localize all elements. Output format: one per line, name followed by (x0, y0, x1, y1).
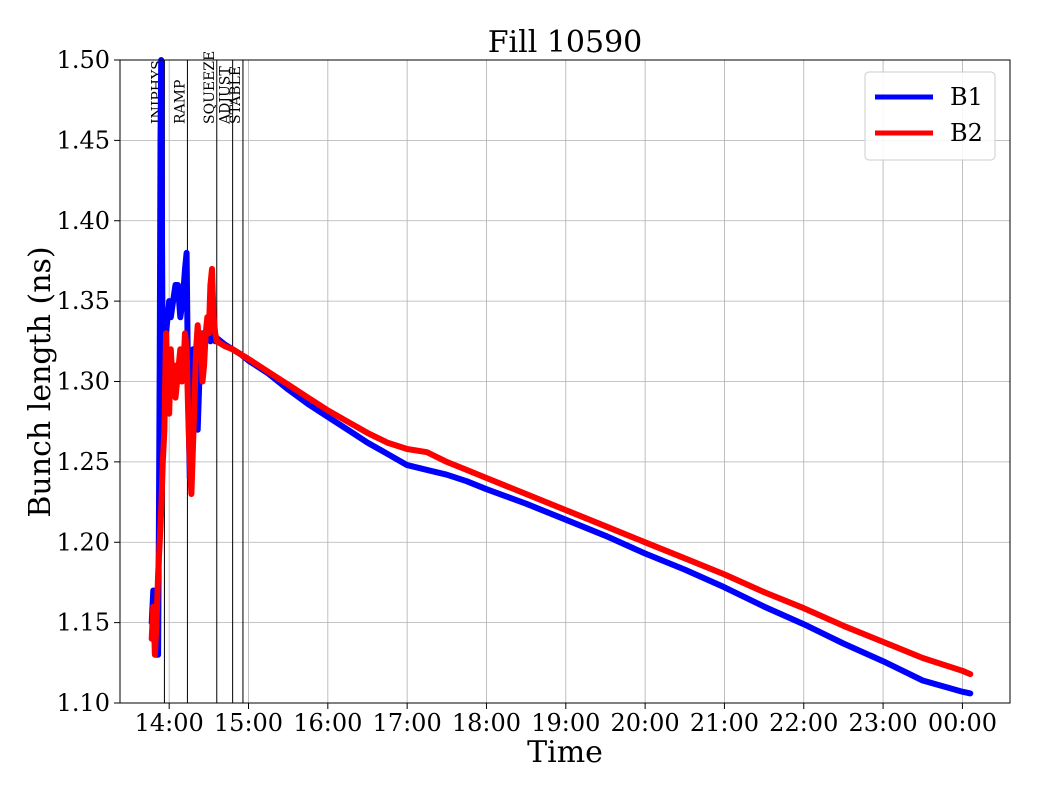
axis-ticks: 14:00 15:00 16:00 17:00 18:00 19:00 20:00 21:00… (57, 46, 997, 737)
series-lines (148, 57, 974, 697)
y-tick-label: 1.50 (57, 46, 110, 74)
x-tick-label: 14:00 (135, 709, 204, 737)
x-tick-label: 23:00 (848, 709, 917, 737)
x-axis-label: Time (527, 735, 603, 770)
legend-box (864, 71, 996, 161)
phase-label: RAMP (172, 80, 188, 124)
y-tick-label: 1.25 (57, 448, 110, 476)
x-tick-label: 00:00 (928, 709, 997, 737)
legend-label: B1 (950, 83, 983, 111)
y-tick-label: 1.20 (57, 528, 110, 556)
x-tick-label: 21:00 (690, 709, 759, 737)
chart-title: Fill 10590 (488, 25, 643, 60)
legend-label: B2 (950, 119, 983, 147)
series-line-b2 (148, 266, 974, 678)
x-tick-label: 15:00 (214, 709, 283, 737)
x-tick-label: 20:00 (611, 709, 680, 737)
y-tick-label: 1.30 (57, 368, 110, 396)
x-tick-label: 22:00 (769, 709, 838, 737)
phase-label: SQUEEZE (202, 51, 218, 124)
x-tick-label: 17:00 (373, 709, 442, 737)
y-tick-label: 1.35 (57, 287, 110, 315)
y-tick-label: 1.45 (57, 126, 110, 154)
y-tick-label: 1.10 (57, 689, 110, 717)
y-tick-label: 1.15 (57, 609, 110, 637)
y-axis-label: Bunch length (ns) (23, 246, 58, 517)
x-tick-label: 18:00 (452, 709, 521, 737)
phase-label: ADJUST (218, 66, 234, 125)
y-tick-label: 1.40 (57, 207, 110, 235)
phase-label: STABLE (228, 66, 244, 124)
x-tick-label: 16:00 (293, 709, 362, 737)
x-tick-label: 19:00 (531, 709, 600, 737)
